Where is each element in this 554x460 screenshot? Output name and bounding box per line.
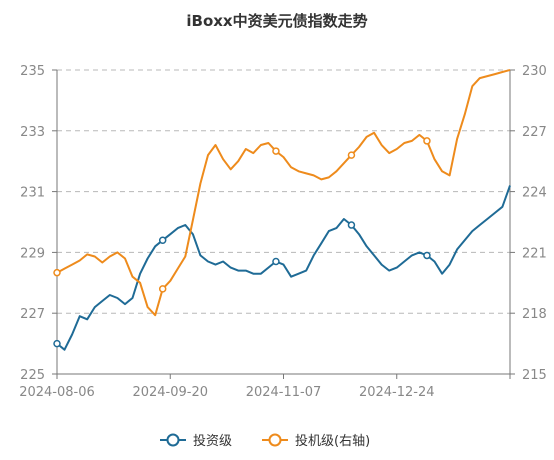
y-right-tick-label: 224	[522, 186, 547, 201]
series-point-1	[158, 285, 167, 293]
y-right-tick-label: 230	[522, 64, 547, 79]
legend[interactable]: 投资级 投机级(右轴)	[160, 433, 370, 449]
legend-item-0[interactable]: 投资级	[160, 433, 232, 449]
series-line-0	[56, 185, 511, 351]
y-left-tick-label: 231	[20, 186, 45, 201]
series-point-0	[272, 257, 280, 266]
legend-label: 投资级	[193, 433, 232, 449]
y-right-tick-label: 215	[522, 368, 547, 383]
legend-item-1[interactable]: 投机级(右轴)	[262, 433, 370, 449]
x-tick-label: 2024-12-24	[359, 385, 435, 400]
y-left-tick-label: 227	[20, 307, 45, 322]
series-layer	[53, 69, 511, 351]
series-point-0	[347, 221, 356, 229]
y-right-tick-label: 218	[522, 307, 547, 322]
legend-label: 投机级(右轴)	[295, 433, 370, 449]
series-point-1	[347, 151, 356, 159]
y-right-tick-label: 221	[522, 246, 547, 261]
legend-marker	[268, 433, 282, 447]
series-point-1	[53, 268, 61, 277]
x-tick-label: 2024-11-07	[246, 385, 322, 400]
y-left-tick-label: 233	[20, 125, 45, 140]
legend-marker	[166, 433, 180, 447]
y-left-tick-label: 235	[20, 64, 45, 79]
x-tick-label: 2024-08-06	[19, 385, 95, 400]
y-left-tick-label: 225	[20, 368, 45, 383]
series-point-0	[53, 339, 61, 348]
series-point-0	[423, 251, 431, 260]
x-tick-label: 2024-09-20	[132, 385, 208, 400]
chart-title: iBoxx中资美元债指数走势	[186, 12, 367, 30]
series-point-1	[272, 147, 280, 155]
series-point-0	[158, 236, 167, 244]
y-left-tick-label: 229	[20, 246, 45, 261]
grid-lines	[57, 69, 510, 314]
axes: 225 227 229 231 233 235 215 218 221 224 227 230 2024…	[19, 64, 547, 400]
series-point-1	[423, 137, 431, 145]
y-right-tick-label: 227	[522, 125, 547, 140]
series-line-1	[56, 69, 511, 317]
